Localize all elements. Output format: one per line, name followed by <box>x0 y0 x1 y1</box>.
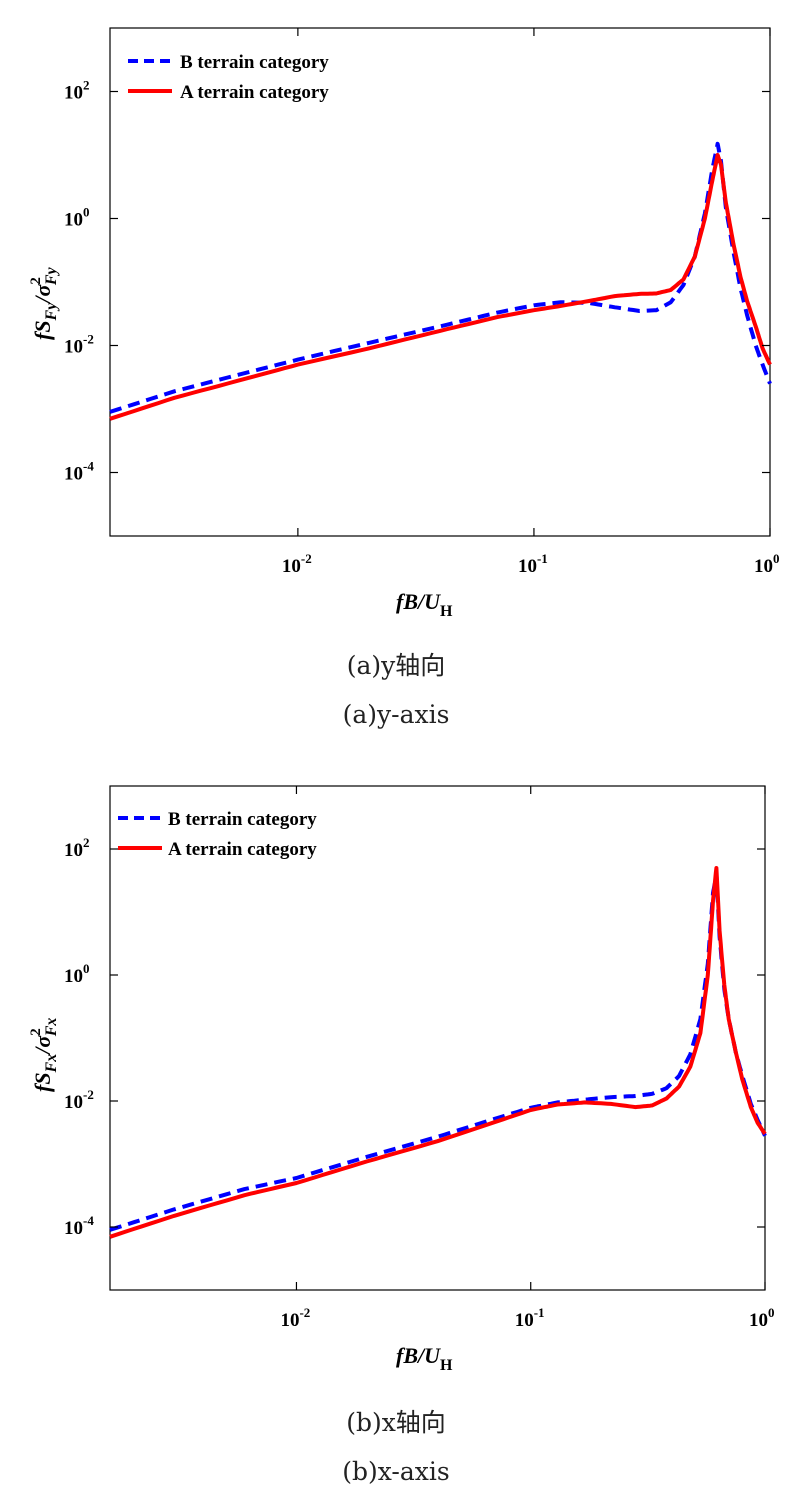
y-tick-label: 100 <box>64 205 90 231</box>
caption-a-cn: (a)y轴向 <box>346 651 446 680</box>
caption-a-en: (a)y-axis <box>342 700 450 729</box>
x-tick-label: 10-2 <box>282 551 312 577</box>
y-tick-label: 10-2 <box>64 332 94 358</box>
x-tick-label: 10-1 <box>515 1305 545 1331</box>
y-tick-label: 10-4 <box>64 459 94 485</box>
y-tick-label: 102 <box>64 835 90 861</box>
x-tick-label: 100 <box>749 1305 775 1331</box>
x-axis-label: fB/UH <box>396 1343 453 1374</box>
x-axis-label: fB/UH <box>396 589 453 620</box>
series-line-B <box>109 872 767 1232</box>
x-tick-label: 10-1 <box>518 551 548 577</box>
x-tick-label: 100 <box>754 551 780 577</box>
caption-b-cn: (b)x轴向 <box>346 1408 446 1437</box>
y-axis-label: fSFy/σ2Fy <box>28 267 60 341</box>
y-tick-label: 10-2 <box>64 1087 94 1113</box>
legend-label-A: A terrain category <box>180 82 329 103</box>
series-layer <box>109 141 772 421</box>
legend-label-A: A terrain category <box>168 839 317 860</box>
series-line-B <box>109 141 772 414</box>
legend: B terrain category A terrain category <box>118 809 317 860</box>
x-tick-label: 10-2 <box>280 1305 310 1331</box>
y-tick-label: 102 <box>64 78 90 104</box>
chart-a: 10-2 10-1 100 10-4 10-2 100 102 B terrain cate… <box>28 27 780 620</box>
plot-frame <box>109 785 766 1291</box>
y-tick-label: 10-4 <box>64 1213 94 1239</box>
legend: B terrain category A terrain category <box>128 52 329 103</box>
legend-label-B: B terrain category <box>168 809 317 830</box>
tick-layer: 10-2 10-1 100 10-4 10-2 100 102 <box>64 786 775 1331</box>
tick-layer: 10-2 10-1 100 10-4 10-2 100 102 <box>64 28 780 577</box>
plot-frame <box>109 27 771 537</box>
y-axis-label: fSFx/σ2Fx <box>28 1018 60 1092</box>
y-tick-label: 100 <box>64 961 90 987</box>
series-line-A <box>109 866 767 1239</box>
caption-b-en: (b)x-axis <box>342 1457 450 1486</box>
series-line-A <box>109 153 772 421</box>
series-layer <box>109 866 767 1239</box>
legend-label-B: B terrain category <box>180 52 329 73</box>
chart-b: 10-2 10-1 100 10-4 10-2 100 102 B terrain cate… <box>28 785 775 1374</box>
